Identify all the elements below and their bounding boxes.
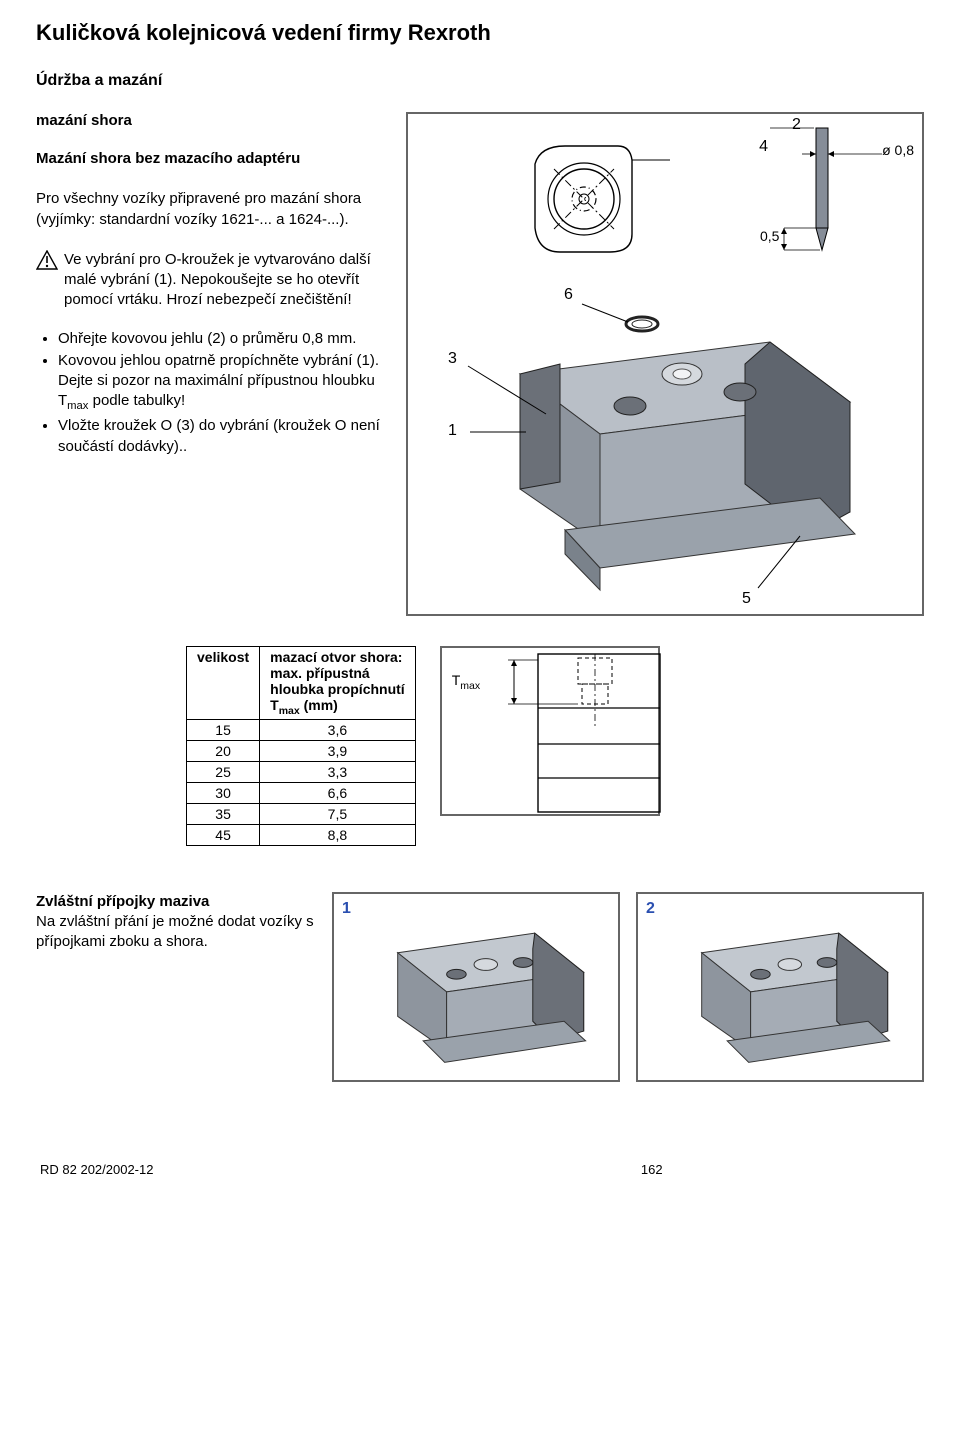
tmax-table: velikost mazací otvor shora: max. přípus… <box>186 646 416 846</box>
technical-figure: 4 <box>406 112 924 616</box>
text-column: mazání shora Mazání shora bez mazacího a… <box>36 112 386 616</box>
footer-docid: RD 82 202/2002-12 <box>40 1162 153 1177</box>
instruction-list: Ohřejte kovovou jehlu (2) o průměru 0,8 … <box>36 329 386 457</box>
subsection-title: mazání shora <box>36 112 386 129</box>
callout-6: 6 <box>564 286 573 304</box>
iso-number-2: 2 <box>646 900 655 918</box>
table-body: 153,6 203,9 253,3 306,6 357,5 458,8 <box>187 719 416 845</box>
oring-detail-view: 4 <box>408 114 762 284</box>
bullet-3: Vložte kroužek O (3) do vybrání (kroužek… <box>58 416 386 457</box>
tmax-label: Tmax <box>452 672 480 692</box>
bullet-2: Kovovou jehlou opatrně propíchněte vybrá… <box>58 351 386 415</box>
callout-1: 1 <box>448 422 457 440</box>
table-row: 357,5 <box>187 803 416 824</box>
carriage-isometric: 1 3 6 5 <box>408 284 922 614</box>
callout-5: 5 <box>742 590 751 608</box>
dim-tip: 0,5 <box>760 228 779 244</box>
iso-view-1: 1 <box>332 892 620 1082</box>
figure-top-row: 4 <box>408 114 922 284</box>
table-row: 253,3 <box>187 761 416 782</box>
warning-block: Ve vybrání pro O-kroužek je vytvarováno … <box>36 250 386 311</box>
table-row: 153,6 <box>187 719 416 740</box>
table-row: 306,6 <box>187 782 416 803</box>
th-size: velikost <box>187 647 260 720</box>
main-two-column: mazání shora Mazání shora bez mazacího a… <box>36 112 924 616</box>
page-title: Kuličková kolejnicová vedení firmy Rexro… <box>36 20 924 46</box>
iso-view-2: 2 <box>636 892 924 1082</box>
callout-2: 2 <box>792 116 801 134</box>
section-title: Údržba a mazání <box>36 72 924 90</box>
bullet-1: Ohřejte kovovou jehlu (2) o průměru 0,8 … <box>58 329 386 349</box>
tmax-section-figure: Tmax <box>440 646 660 816</box>
warning-icon <box>36 250 58 275</box>
needle-detail-view: 2 ø 0,8 0,5 <box>762 114 922 284</box>
dim-diameter: ø 0,8 <box>882 142 914 158</box>
th-tmax: mazací otvor shora: max. přípustná hloub… <box>260 647 416 720</box>
special-connectors-row: Zvláštní přípojky maziva Na zvláštní přá… <box>36 892 924 1082</box>
figure-column: 4 <box>406 112 924 616</box>
special-heading: Zvláštní přípojky maziva <box>36 892 316 912</box>
table-row: 203,9 <box>187 740 416 761</box>
footer-pagenum: 162 <box>641 1162 663 1177</box>
callout-3: 3 <box>448 350 457 368</box>
warning-text: Ve vybrání pro O-kroužek je vytvarováno … <box>64 250 386 311</box>
page-footer: RD 82 202/2002-12 162 <box>36 1162 924 1177</box>
special-body: Na zvláštní přání je možné dodat vozíky … <box>36 912 316 953</box>
intro-paragraph: Pro všechny vozíky připravené pro mazání… <box>36 189 386 230</box>
table-and-tmax-figure: velikost mazací otvor shora: max. přípus… <box>186 646 924 846</box>
iso-number-1: 1 <box>342 900 351 918</box>
heading-adapter: Mazání shora bez mazacího adaptéru <box>36 149 386 169</box>
table-row: 458,8 <box>187 824 416 845</box>
special-connectors-text: Zvláštní přípojky maziva Na zvláštní přá… <box>36 892 316 1082</box>
